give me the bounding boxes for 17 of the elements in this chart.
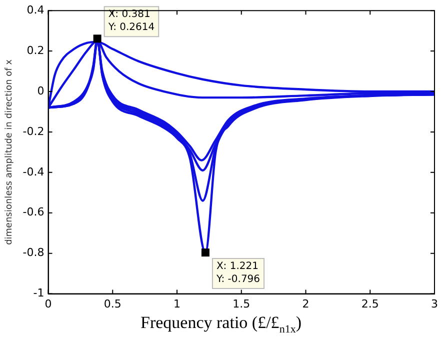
x-tick-label: 2.5	[361, 297, 379, 310]
y-tick-label: -0.8	[22, 246, 44, 260]
y-tick-label: -0.4	[22, 165, 44, 178]
x-tick-label: 1	[174, 297, 181, 310]
x-tick-label: 3	[431, 297, 438, 310]
y-tick-label: -0.2	[22, 124, 44, 138]
x-tick-label: 2	[302, 297, 310, 310]
y-tick-label: 0	[37, 84, 44, 98]
x-tick-label: 0.5	[104, 297, 122, 310]
y-tick-label: 0.2	[26, 44, 44, 57]
y-axis-title: dimensionless amplitude in direction of x	[4, 58, 15, 245]
x-axis-title: Frequency ratio (£/£$_{n1x}$)	[140, 313, 302, 336]
y-tick-label: -1	[33, 286, 44, 300]
y-tick-label: 0.4	[26, 3, 44, 16]
y-tick-label: -0.6	[22, 206, 44, 219]
annotation: X: 1.221 Y: -0.796	[215, 261, 260, 286]
x-tick-label: 1.5	[232, 297, 250, 310]
